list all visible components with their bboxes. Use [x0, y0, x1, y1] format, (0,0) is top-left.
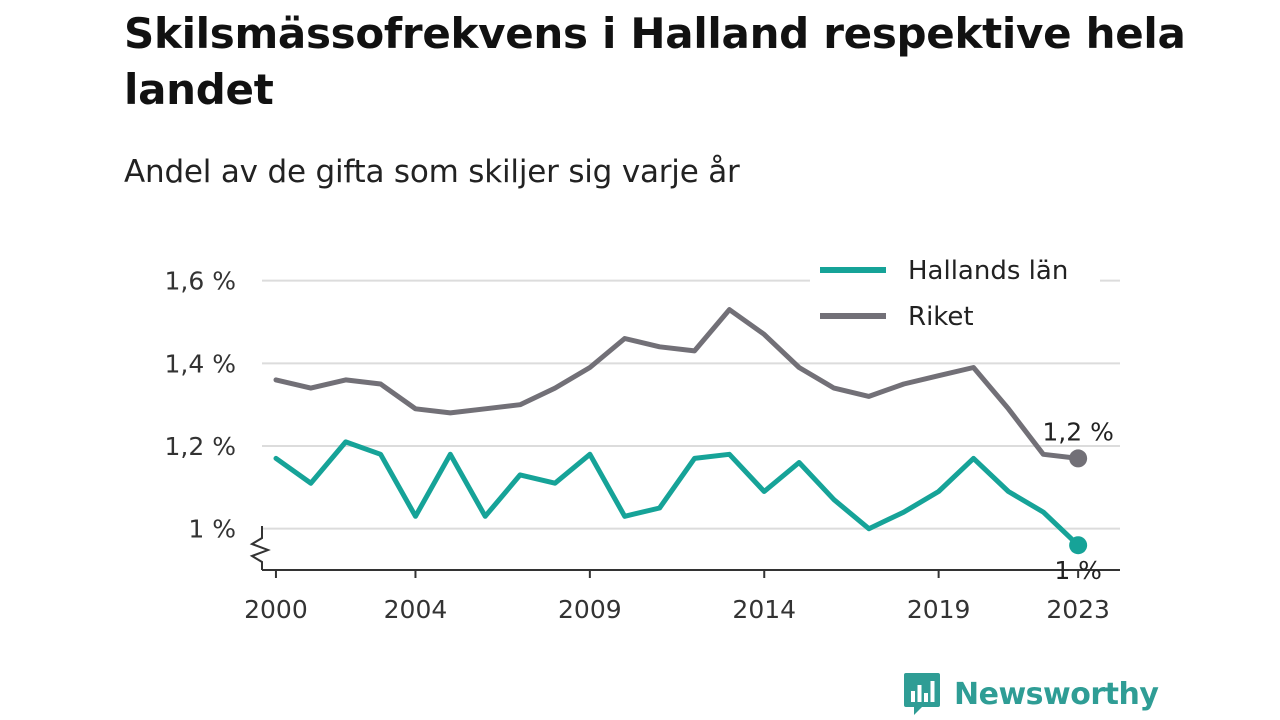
tick-labels: 1 % 1,2 % 1,4 % 1,6 % 2000 2004 2009 2014 2019 20… — [165, 267, 1114, 624]
axis-break-icon — [249, 526, 271, 570]
series-line — [273, 439, 1081, 548]
bar-chart-speech-bubble-icon — [904, 673, 940, 715]
x-tick-label: 2023 — [1046, 595, 1110, 624]
legend: Hallands län Riket — [810, 246, 1100, 346]
legend-label: Hallands län — [908, 256, 1068, 286]
chart-subtitle: Andel av de gifta som skiljer sig varje … — [124, 154, 740, 190]
end-point-marker — [1069, 449, 1088, 468]
series-line — [273, 307, 1081, 461]
y-tick-label: 1,2 % — [165, 432, 236, 461]
x-tick-label: 2000 — [244, 595, 308, 624]
x-tick-label: 2019 — [907, 595, 971, 624]
end-value-label: 1 % — [1054, 556, 1102, 585]
axes — [249, 526, 1120, 578]
newsworthy-logo: Newsworthy — [902, 670, 1159, 718]
end-value-label: 1,2 % — [1042, 417, 1113, 446]
end-point-marker — [1069, 536, 1088, 555]
y-tick-label: 1,6 % — [165, 267, 236, 296]
x-tick-label: 2004 — [384, 595, 448, 624]
y-tick-label: 1 % — [188, 515, 236, 544]
legend-background — [810, 246, 1100, 346]
series-lines — [273, 307, 1088, 555]
y-tick-label: 1,4 % — [165, 349, 236, 378]
legend-label: Riket — [908, 302, 974, 332]
brand-name: Newsworthy — [954, 676, 1159, 712]
x-tick-label: 2009 — [558, 595, 622, 624]
x-tick-label: 2014 — [732, 595, 796, 624]
chart-title: Skilsmässofrekvens i Halland respektive … — [124, 9, 1186, 114]
